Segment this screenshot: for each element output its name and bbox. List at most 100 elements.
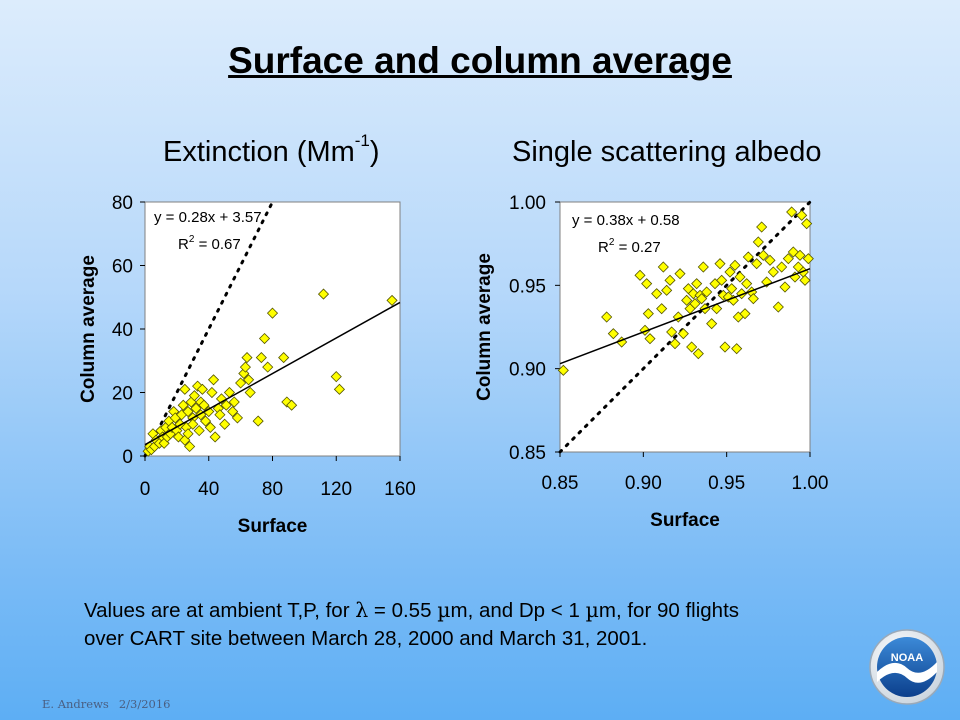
data-point <box>716 274 728 286</box>
data-point <box>802 253 814 265</box>
data-point <box>198 399 210 411</box>
data-point <box>681 294 693 306</box>
footer: E. Andrews 2/3/2016 <box>42 697 180 711</box>
data-point <box>209 431 221 443</box>
data-point <box>227 405 239 418</box>
data-point <box>193 425 205 437</box>
data-point <box>214 409 226 421</box>
data-point <box>764 254 776 266</box>
x-tick-label: 0.85 <box>542 473 579 494</box>
data-point <box>188 390 200 402</box>
data-point <box>674 268 686 280</box>
data-point <box>794 249 806 261</box>
data-point <box>190 402 202 414</box>
regression-equation: y = 0.38x + 0.58 <box>572 212 680 229</box>
data-point <box>711 303 723 315</box>
r-squared-label: R2 = 0.27 <box>598 237 661 256</box>
data-point <box>641 278 653 290</box>
data-point <box>779 281 791 293</box>
regression-equation: y = 0.28x + 3.57 <box>154 209 262 226</box>
data-point <box>207 374 220 386</box>
x-axis-label: Surface <box>238 516 308 537</box>
data-point <box>241 352 253 364</box>
y-tick-label: 0.95 <box>509 276 546 297</box>
data-point <box>258 332 271 345</box>
data-point <box>701 286 713 298</box>
data-point <box>642 308 654 320</box>
r-squared-value: = 0.27 <box>614 239 660 256</box>
data-point <box>666 326 678 338</box>
data-point <box>220 399 232 411</box>
extinction-heading-close: ) <box>369 136 380 168</box>
data-point <box>796 209 808 221</box>
y-tick-label: 0.85 <box>509 443 546 464</box>
x-tick-label: 1.00 <box>792 473 829 494</box>
data-point <box>686 341 698 353</box>
data-point <box>196 383 208 395</box>
data-point <box>664 274 676 286</box>
logo-text: NOAA <box>891 652 923 664</box>
data-point <box>262 361 274 373</box>
data-point <box>651 288 663 300</box>
albedo-heading: Single scattering albedo <box>512 136 822 168</box>
x-tick-label: 0.90 <box>625 473 662 494</box>
data-point <box>386 294 398 306</box>
data-point <box>757 249 769 261</box>
extinction-heading: Extinction (Mm-1) <box>163 132 380 169</box>
data-point <box>182 428 194 440</box>
y-axis-label: Column average <box>78 255 99 403</box>
data-point <box>782 253 794 265</box>
one-to-one-line <box>143 200 274 458</box>
data-point <box>697 261 709 273</box>
data-point <box>752 236 764 248</box>
data-point <box>656 303 668 315</box>
data-point <box>244 386 256 399</box>
plot-area <box>559 201 811 453</box>
data-point <box>689 298 701 310</box>
data-point <box>734 271 746 283</box>
data-point <box>706 318 718 330</box>
data-point <box>657 261 669 273</box>
data-point <box>692 348 704 360</box>
data-point <box>286 399 298 411</box>
data-point <box>767 266 779 278</box>
data-point <box>714 258 726 270</box>
data-point <box>719 341 731 353</box>
regression-line <box>559 267 811 365</box>
data-point <box>231 412 244 424</box>
x-tick-label: 0.95 <box>708 473 745 494</box>
data-point <box>239 361 251 373</box>
data-point <box>729 259 741 271</box>
data-point <box>742 251 754 263</box>
data-point <box>634 269 646 281</box>
data-point <box>228 396 240 408</box>
data-point <box>726 283 738 295</box>
data-point <box>182 405 194 418</box>
r-squared-base: R <box>178 236 189 253</box>
note-part2: = 0.55 <box>368 599 438 622</box>
y-tick-label: 0 <box>122 447 133 468</box>
data-point <box>801 218 813 230</box>
r-squared-superscript: 2 <box>189 234 195 245</box>
data-point <box>739 308 751 320</box>
y-tick-label: 60 <box>112 257 133 278</box>
data-point <box>601 311 613 323</box>
data-point <box>235 377 247 389</box>
data-point <box>243 374 255 386</box>
y-axis-label: Column average <box>474 253 495 401</box>
data-point <box>317 288 330 300</box>
mu-symbol: µ <box>437 598 451 622</box>
data-point <box>747 293 759 305</box>
x-tick-label: 0 <box>140 479 151 500</box>
r-squared-base: R <box>598 239 609 256</box>
note-line2: over CART site between March 28, 2000 an… <box>84 627 648 650</box>
data-point <box>199 415 212 427</box>
data-point <box>691 278 703 290</box>
mu-symbol-2: µ <box>585 598 599 622</box>
x-tick-label: 160 <box>384 479 416 500</box>
y-tick-label: 20 <box>112 384 133 405</box>
note-part1: Values are at ambient T,P, for <box>84 599 356 622</box>
data-point <box>557 364 569 376</box>
